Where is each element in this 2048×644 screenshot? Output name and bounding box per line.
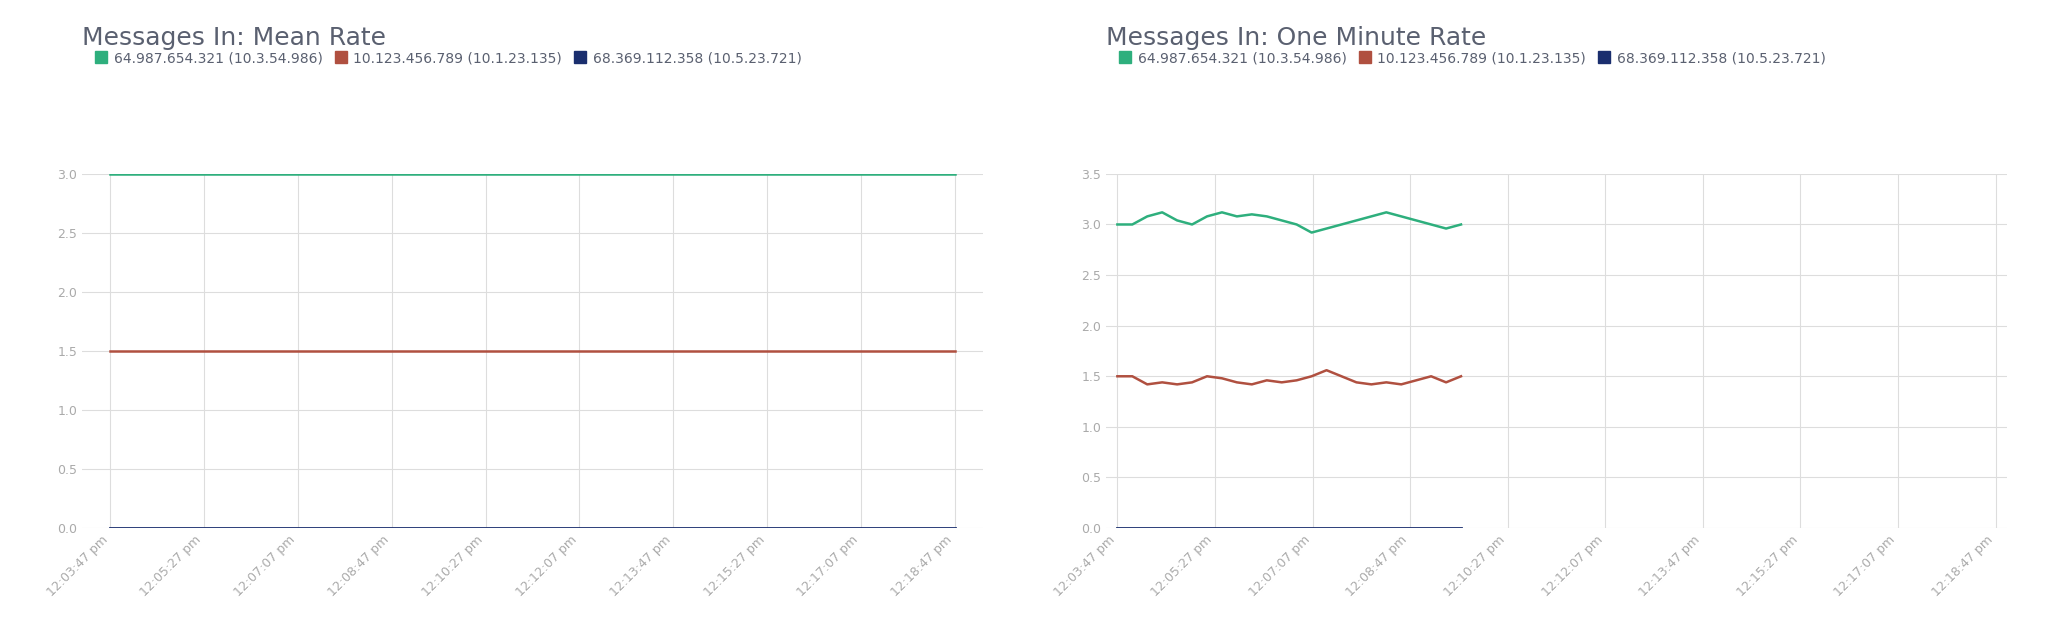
Legend: 64.987.654.321 (10.3.54.986), 10.123.456.789 (10.1.23.135), 68.369.112.358 (10.5: 64.987.654.321 (10.3.54.986), 10.123.456… — [88, 46, 807, 71]
Legend: 64.987.654.321 (10.3.54.986), 10.123.456.789 (10.1.23.135), 68.369.112.358 (10.5: 64.987.654.321 (10.3.54.986), 10.123.456… — [1112, 46, 1831, 71]
Text: Messages In: One Minute Rate: Messages In: One Minute Rate — [1106, 26, 1487, 50]
Text: Messages In: Mean Rate: Messages In: Mean Rate — [82, 26, 385, 50]
